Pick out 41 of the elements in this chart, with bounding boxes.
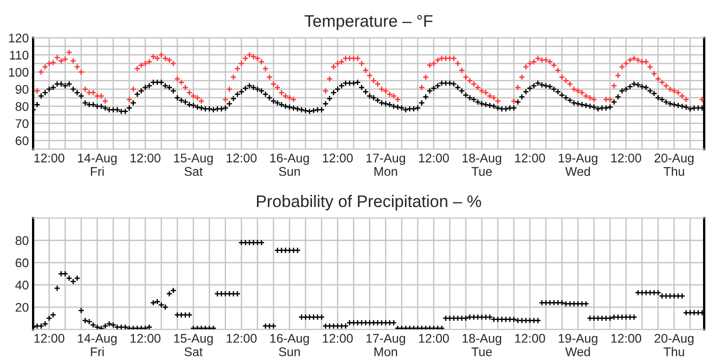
y-tick-label: 60 — [16, 258, 28, 268]
x-tick-label: 15-Aug Sat — [174, 154, 213, 176]
x-tick-label: 16-Aug Sun — [270, 154, 309, 176]
x-tick-label: 12:00 — [130, 154, 160, 162]
x-tick-label: 12:00 — [515, 154, 546, 162]
x-tick-label: 20-Aug Thu — [654, 154, 694, 176]
x-tick-label: 19-Aug Wed — [558, 154, 598, 176]
y-tick-label: 40 — [15, 280, 28, 290]
y-tick-label: 90 — [16, 84, 28, 94]
y-tick-label: 20 — [16, 302, 28, 312]
x-tick-label: 14-Aug Fri — [78, 154, 117, 176]
x-tick-label: 12:00 — [226, 334, 257, 343]
chart-title: Probability of Precipitation – % — [256, 194, 482, 210]
y-tick-label: 100 — [9, 68, 28, 77]
x-tick-label: 12:00 — [34, 334, 64, 343]
y-tick-label: 110 — [10, 50, 28, 60]
chart-title: Temperature – °F — [304, 15, 432, 30]
y-tick-label: 120 — [9, 34, 28, 42]
x-tick-label: 14-Aug Fri — [78, 334, 117, 356]
x-tick-label: 17-Aug Mon — [366, 334, 406, 356]
x-tick-label: 12:00 — [322, 154, 353, 162]
x-tick-label: 12:00 — [322, 334, 353, 343]
x-tick-label: 12:00 — [34, 154, 64, 162]
x-tick-label: 18-Aug Tue — [462, 334, 502, 356]
y-tick-label: 70 — [16, 119, 28, 128]
y-tick-label: 80 — [16, 236, 28, 246]
x-tick-label: 12:00 — [419, 154, 449, 162]
x-tick-label: 17-Aug Mon — [366, 154, 406, 176]
y-tick-label: 60 — [16, 136, 28, 146]
x-tick-label: 18-Aug Tue — [462, 154, 502, 176]
y-tick-label: 80 — [16, 102, 28, 111]
x-tick-label: 19-Aug Wed — [558, 334, 598, 356]
x-tick-label: 20-Aug Thu — [654, 334, 694, 356]
x-tick-label: 12:00 — [419, 334, 449, 343]
x-tick-label: 12:00 — [130, 334, 160, 343]
x-tick-label: 12:00 — [611, 154, 642, 162]
x-tick-label: 12:00 — [515, 334, 546, 343]
x-tick-label: 16-Aug Sun — [270, 334, 309, 356]
x-tick-label: 15-Aug Sat — [174, 334, 213, 356]
x-tick-label: 12:00 — [611, 334, 642, 343]
x-tick-label: 12:00 — [226, 154, 257, 162]
